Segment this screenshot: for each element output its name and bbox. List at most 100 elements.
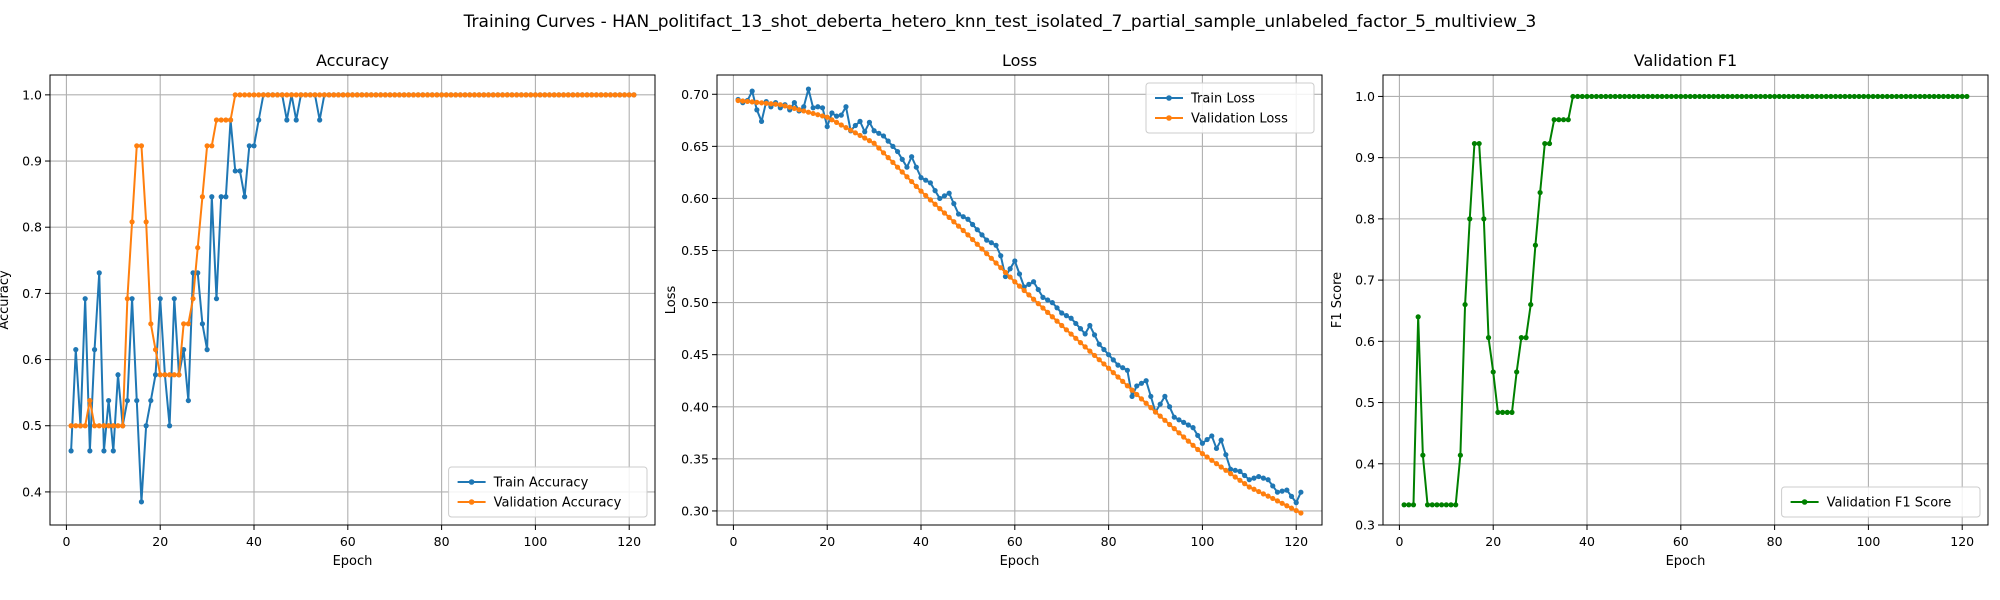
data-point — [246, 143, 252, 149]
data-point — [801, 104, 807, 110]
data-point — [749, 99, 755, 105]
data-point — [1284, 503, 1290, 509]
data-point — [1063, 327, 1069, 333]
legend-label: Train Accuracy — [493, 476, 589, 491]
data-point — [791, 100, 797, 106]
data-point — [138, 499, 145, 505]
data-point — [852, 122, 858, 129]
x-tick-label: 20 — [1485, 534, 1501, 549]
data-point — [331, 92, 337, 98]
data-point — [1800, 93, 1806, 100]
data-point — [871, 128, 877, 134]
data-point — [439, 92, 445, 98]
data-point — [1940, 93, 1947, 100]
data-point — [1439, 502, 1445, 508]
validation-f1-chart: 0 20 40 60 80 100 120 0.3 0.4 0.5 0.6 0.7 0.8 0.9 1.0 V… — [1330, 51, 1989, 569]
data-point — [1049, 314, 1055, 320]
data-point — [1476, 140, 1482, 147]
data-point — [1012, 279, 1018, 285]
data-point — [880, 133, 887, 139]
data-point — [899, 169, 905, 175]
data-point — [626, 92, 632, 98]
data-point — [1551, 117, 1557, 123]
data-point — [1870, 93, 1876, 100]
data-point — [974, 227, 980, 233]
accuracy-series — [68, 92, 637, 505]
data-point — [106, 397, 112, 404]
data-point — [735, 97, 741, 104]
data-point — [87, 397, 93, 404]
data-point — [1265, 493, 1271, 499]
data-point — [166, 423, 173, 429]
data-point — [1673, 93, 1679, 100]
data-point — [232, 168, 238, 174]
data-point — [1166, 421, 1173, 428]
chart-panels: 0 20 40 60 80 100 120 0.4 0.5 0.6 0.7 0.8 0.9 1.0 Accu… — [0, 51, 1989, 569]
data-point — [909, 154, 915, 160]
data-point — [612, 92, 618, 98]
data-point — [1772, 93, 1778, 100]
data-point — [1181, 419, 1187, 425]
data-point — [819, 105, 826, 111]
data-point — [1936, 93, 1942, 100]
legend-label: Validation Accuracy — [494, 496, 622, 511]
legend-box — [1781, 486, 1981, 518]
data-point — [77, 423, 84, 429]
data-point — [894, 164, 901, 170]
y-tick-label: 0.7 — [22, 286, 42, 301]
data-point — [1560, 117, 1567, 123]
data-point — [1148, 405, 1154, 411]
data-point — [1279, 488, 1285, 494]
data-point — [824, 114, 830, 120]
data-point — [829, 117, 835, 123]
data-point — [556, 92, 562, 98]
data-point — [1096, 357, 1102, 363]
data-point — [420, 92, 426, 98]
data-point — [1457, 452, 1463, 458]
data-point — [101, 448, 107, 454]
data-point — [209, 194, 215, 200]
data-point — [565, 92, 571, 98]
data-point — [490, 92, 496, 98]
data-point — [951, 219, 957, 225]
data-point — [199, 194, 206, 200]
data-point — [904, 164, 910, 170]
data-point — [317, 117, 323, 123]
data-point — [190, 296, 196, 302]
data-point — [1195, 446, 1201, 453]
data-point — [1124, 367, 1130, 373]
data-point — [560, 92, 567, 98]
data-point — [1190, 425, 1196, 431]
data-point — [1049, 300, 1055, 306]
data-point — [593, 92, 599, 98]
y-tick-label: 0.6 — [22, 352, 42, 367]
data-point — [1246, 477, 1252, 483]
data-point — [1068, 315, 1074, 321]
data-point — [1288, 505, 1295, 511]
data-point — [1162, 393, 1168, 399]
data-point — [1725, 93, 1731, 100]
data-point — [1002, 269, 1009, 275]
data-point — [984, 251, 990, 257]
data-point — [1443, 502, 1449, 508]
data-point — [852, 130, 858, 136]
x-tick-label: 80 — [1101, 534, 1117, 549]
data-point — [288, 92, 295, 98]
data-point — [1176, 417, 1182, 423]
data-point — [1528, 301, 1534, 308]
data-point — [570, 92, 576, 98]
data-point — [378, 92, 384, 98]
data-point — [274, 92, 281, 98]
data-point — [340, 92, 346, 98]
data-point — [1204, 436, 1210, 443]
legend-item-validation-accuracy: Validation Accuracy — [457, 496, 622, 511]
data-point — [1152, 409, 1159, 415]
data-point — [162, 372, 168, 378]
data-point — [998, 253, 1004, 259]
data-point — [932, 188, 938, 194]
data-point — [1045, 309, 1051, 315]
loss-ticks: 0 20 40 60 80 100 120 0.30 0.35 0.40 0.45 0.50 0.55 0… — [681, 87, 1308, 549]
data-point — [1926, 93, 1932, 100]
data-point — [763, 100, 769, 106]
data-point — [782, 103, 788, 109]
